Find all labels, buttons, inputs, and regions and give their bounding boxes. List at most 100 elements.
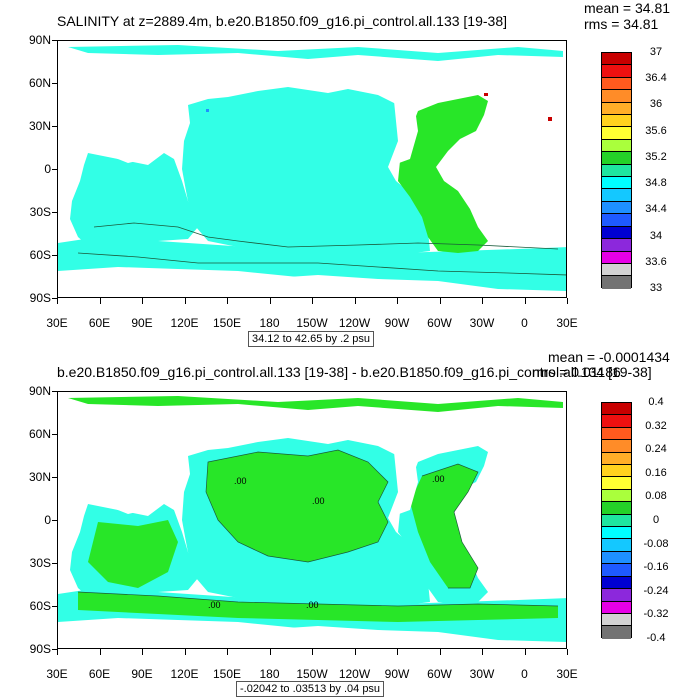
x-tick-label: 30E — [556, 316, 578, 330]
y-tick — [52, 391, 57, 392]
panel2-mean: mean = -0.0001434 — [548, 349, 670, 365]
y-tick-label: 60N — [28, 76, 51, 90]
colorbar-swatch — [602, 77, 631, 91]
y-tick-label: 90S — [29, 291, 51, 305]
contour-label: .00 — [234, 476, 247, 486]
colorbar-swatch — [602, 489, 631, 503]
colorbar-swatch — [602, 551, 631, 565]
colorbar-label: 0.4 — [648, 396, 664, 408]
eurasia-africa-land — [66, 75, 186, 163]
colorbar-swatch — [602, 576, 631, 590]
colorbar-label: 33.6 — [645, 255, 667, 268]
colorbar-label: 0.24 — [645, 443, 667, 456]
americas-land — [378, 67, 428, 167]
panel1-salinity-map — [58, 41, 566, 297]
x-tick-label: 180 — [259, 316, 280, 330]
colorbar-swatch — [602, 502, 631, 515]
x-tick — [524, 649, 526, 655]
colorbar-swatch — [602, 415, 631, 428]
colorbar-label: -0.24 — [643, 584, 669, 597]
colorbar-swatch — [602, 53, 631, 66]
y-tick — [52, 255, 57, 256]
colorbar-label: 0.08 — [645, 490, 667, 503]
colorbar-swatch — [602, 477, 631, 490]
pacific-positive-anomaly — [206, 450, 388, 562]
colorbar-swatch — [602, 626, 631, 639]
antarctica — [58, 273, 566, 297]
panel1-map-frame — [57, 40, 567, 298]
pacific-ocean — [182, 87, 430, 255]
contour-label: .00 — [312, 496, 325, 506]
y-tick — [52, 212, 57, 213]
southern-positive-anomaly — [78, 592, 558, 622]
x-tick-label: 90W — [384, 667, 410, 681]
contour-label: .00 — [208, 600, 221, 610]
colorbar-label: 34.8 — [645, 177, 667, 190]
high-salinity-spot — [484, 93, 488, 96]
y-tick — [52, 563, 57, 564]
x-tick — [142, 298, 143, 304]
x-tick-label: 30E — [556, 667, 578, 681]
atlantic-positive-anomaly — [410, 464, 478, 588]
colorbar-swatch — [602, 214, 631, 227]
colorbar-label: 0.16 — [645, 466, 667, 479]
x-tick — [312, 298, 313, 304]
y-tick-label: 30N — [28, 119, 51, 133]
x-tick — [99, 649, 101, 655]
x-tick — [57, 649, 58, 655]
y-tick-label: 30S — [29, 556, 51, 570]
y-tick — [52, 40, 57, 41]
contour-label: .00 — [306, 600, 319, 610]
contour-line — [93, 222, 559, 250]
x-tick-label: 150E — [212, 667, 242, 681]
y-tick-label: 60N — [28, 427, 51, 441]
y-tick — [52, 520, 57, 521]
x-tick-label: 30E — [46, 316, 68, 330]
y-tick — [52, 434, 57, 435]
x-tick — [397, 298, 398, 304]
y-tick-label: 30N — [28, 470, 51, 484]
colorbar-swatch — [602, 115, 631, 128]
panel1-title: SALINITY at z=2889.4m, b.e20.B1850.f09_g… — [57, 13, 507, 29]
x-tick — [482, 649, 483, 655]
colorbar-label: -0.16 — [643, 561, 669, 574]
x-tick — [482, 298, 483, 304]
y-tick-label: 90N — [28, 33, 51, 47]
y-tick-label: 90N — [28, 384, 51, 398]
x-tick-label: 150W — [296, 316, 328, 330]
contour-line — [77, 252, 566, 276]
x-tick — [227, 649, 228, 655]
x-tick — [312, 649, 313, 655]
colorbar-swatch — [602, 276, 631, 289]
colorbar-swatch — [602, 239, 631, 252]
x-tick-label: 120E — [170, 667, 199, 681]
colorbar-label: 34.4 — [645, 203, 667, 216]
colorbar-swatch — [602, 465, 631, 478]
panel2-rms: rms = 0.01186 — [532, 364, 621, 380]
x-tick-label: 120W — [338, 667, 371, 681]
x-tick-label: 30E — [46, 667, 68, 681]
x-tick-label: 60W — [427, 316, 452, 330]
colorbar-label: 35.2 — [645, 150, 667, 163]
x-tick — [439, 649, 441, 655]
colorbar-swatch — [602, 189, 631, 202]
x-tick-label: 60E — [88, 667, 111, 681]
x-tick — [567, 298, 568, 304]
x-tick — [57, 298, 58, 304]
x-tick-label: 60W — [427, 667, 452, 681]
colorbar-label: 35.6 — [645, 124, 667, 137]
colorbar-swatch — [602, 427, 631, 441]
colorbar-swatch — [602, 90, 631, 103]
x-tick — [397, 649, 398, 655]
colorbar-swatch — [602, 613, 631, 627]
y-tick-label: 60S — [29, 599, 51, 613]
x-tick — [99, 298, 101, 304]
x-tick — [354, 298, 356, 304]
contour-line — [77, 591, 559, 607]
colorbar-label: 36 — [649, 98, 663, 111]
colorbar-swatch — [602, 201, 631, 215]
colorbar-swatch — [602, 539, 631, 552]
x-tick-label: 30W — [469, 316, 495, 330]
panel2-title: b.e20.B1850.f09_g16.pi_control.all.133 [… — [57, 364, 652, 380]
indian-positive-anomaly — [88, 520, 178, 588]
